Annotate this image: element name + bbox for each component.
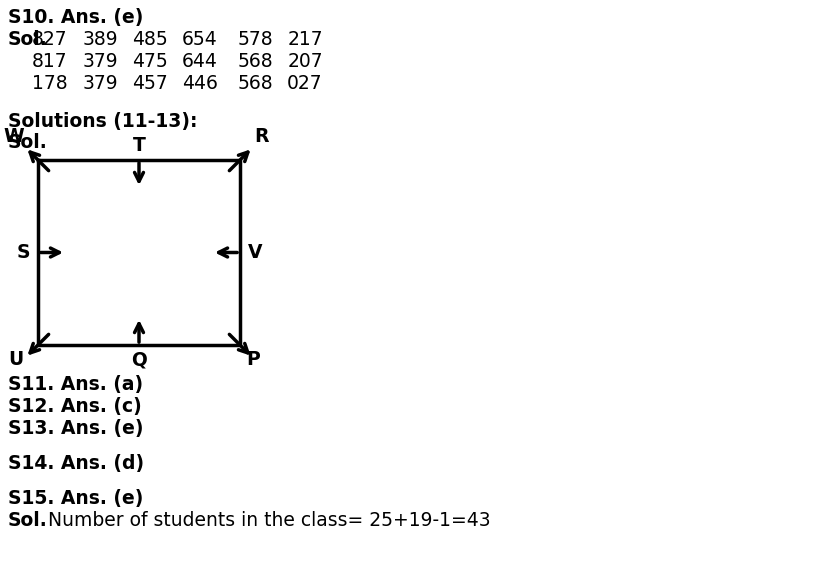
Text: V: V <box>248 243 262 262</box>
Text: 379: 379 <box>82 74 118 93</box>
Text: 207: 207 <box>286 52 322 71</box>
Text: 027: 027 <box>286 74 322 93</box>
Text: 389: 389 <box>82 30 118 49</box>
Text: 654: 654 <box>182 30 218 49</box>
Text: S13. Ans. (e): S13. Ans. (e) <box>8 419 143 438</box>
Text: 217: 217 <box>286 30 322 49</box>
Text: 379: 379 <box>82 52 118 71</box>
Text: Sol.: Sol. <box>8 30 48 49</box>
Text: 644: 644 <box>182 52 218 71</box>
Text: Sol.: Sol. <box>8 511 48 530</box>
Text: 446: 446 <box>182 74 218 93</box>
Text: S11. Ans. (a): S11. Ans. (a) <box>8 375 143 394</box>
Text: U: U <box>9 350 24 369</box>
Text: Solutions (11-13):: Solutions (11-13): <box>8 112 197 131</box>
Text: 475: 475 <box>132 52 168 71</box>
Text: 457: 457 <box>132 74 168 93</box>
Text: S14. Ans. (d): S14. Ans. (d) <box>8 454 144 473</box>
Text: P: P <box>246 350 259 369</box>
Text: 178: 178 <box>32 74 68 93</box>
Text: 578: 578 <box>237 30 272 49</box>
Text: 568: 568 <box>237 52 272 71</box>
Text: Number of students in the class= 25+19-1=43: Number of students in the class= 25+19-1… <box>42 511 490 530</box>
Text: S15. Ans. (e): S15. Ans. (e) <box>8 489 143 508</box>
Text: T: T <box>132 136 145 155</box>
Text: W: W <box>3 127 24 146</box>
Text: S12. Ans. (c): S12. Ans. (c) <box>8 397 142 416</box>
Text: 827: 827 <box>32 30 68 49</box>
Text: Sol.: Sol. <box>8 133 48 152</box>
Text: 568: 568 <box>237 74 272 93</box>
Text: Q: Q <box>131 350 147 369</box>
Text: 485: 485 <box>132 30 168 49</box>
Text: S10. Ans. (e): S10. Ans. (e) <box>8 8 143 27</box>
Text: S: S <box>17 243 30 262</box>
Text: R: R <box>253 127 268 146</box>
Text: 817: 817 <box>32 52 68 71</box>
